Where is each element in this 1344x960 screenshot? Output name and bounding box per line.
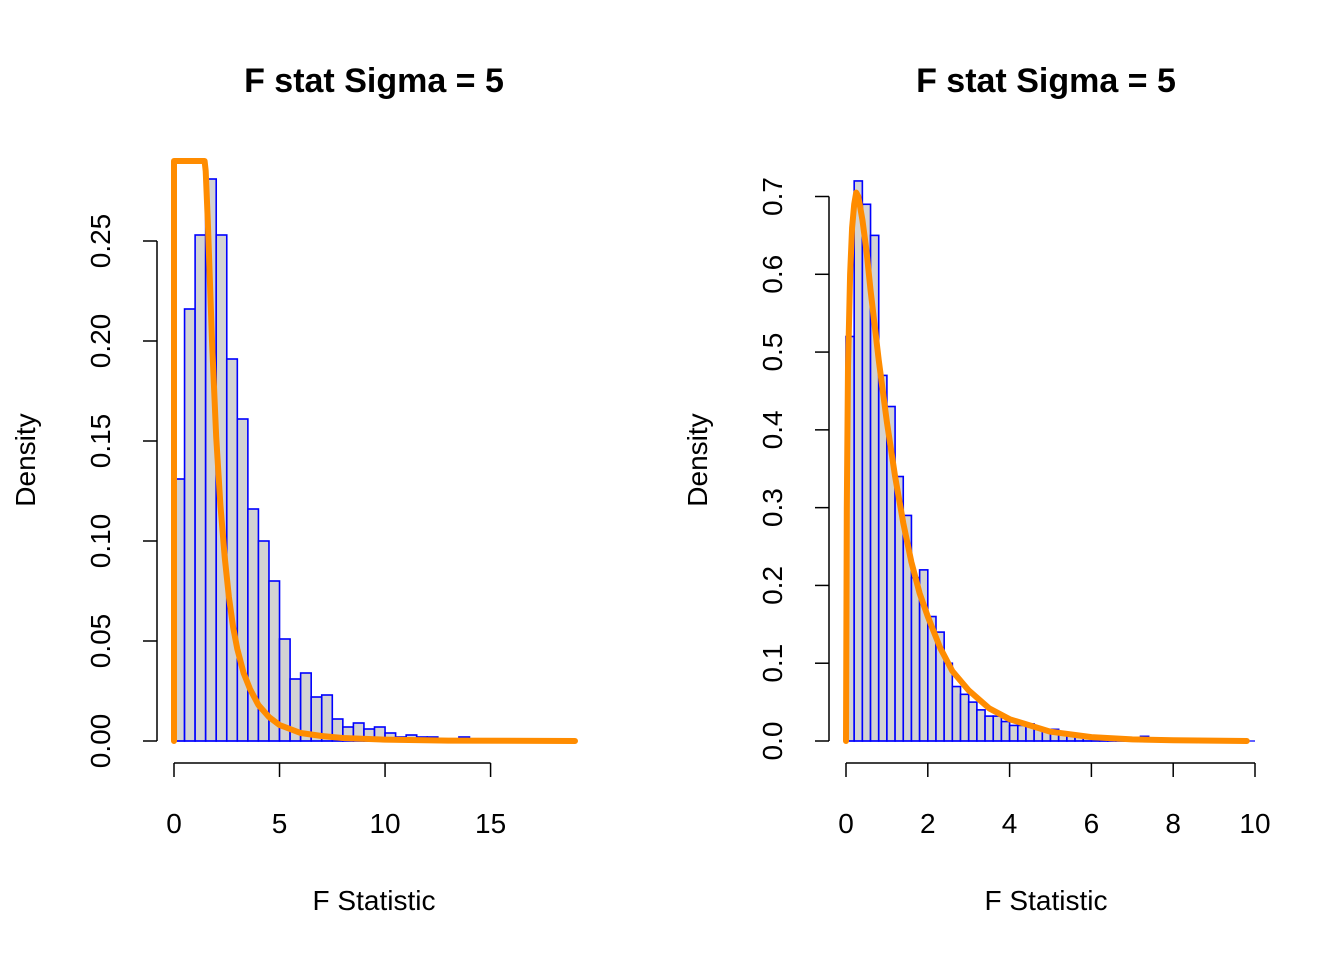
bars-group bbox=[173, 178, 533, 742]
histogram-bar bbox=[225, 358, 239, 742]
y-tick-label: 0.3 bbox=[757, 488, 788, 527]
x-axis-label: F Statistic bbox=[313, 885, 436, 916]
y-tick-label: 0.0 bbox=[757, 722, 788, 761]
histogram-bar bbox=[984, 715, 995, 742]
y-tick-label: 0.6 bbox=[757, 255, 788, 294]
x-tick-label: 6 bbox=[1084, 808, 1100, 839]
histogram-bar bbox=[853, 180, 864, 742]
y-tick-label: 0.7 bbox=[757, 177, 788, 216]
axes-group: 0.00 0.05 0.10 0.15 0.20 0.25 0 5 10 15 bbox=[85, 214, 506, 839]
x-tick-label: 15 bbox=[475, 808, 506, 839]
density-curve bbox=[171, 158, 578, 744]
chart-title: F stat Sigma = 5 bbox=[916, 62, 1176, 100]
histogram-bar bbox=[236, 418, 249, 742]
histogram-bar bbox=[967, 701, 978, 742]
curve-group bbox=[843, 189, 1250, 744]
histogram-bar bbox=[976, 709, 986, 742]
histogram-bar bbox=[1016, 724, 1027, 742]
x-tick-label: 0 bbox=[838, 808, 854, 839]
y-tick-label: 0.05 bbox=[85, 614, 116, 669]
axes-group: 0.0 0.1 0.2 0.3 0.4 0.5 0.6 0.7 0 2 4 6 8 10 bbox=[757, 177, 1271, 839]
histogram-bar bbox=[1008, 724, 1019, 742]
y-tick-label: 0.00 bbox=[85, 714, 116, 769]
histogram-bar bbox=[183, 308, 196, 742]
histogram-bar bbox=[951, 685, 962, 742]
x-tick-label: 2 bbox=[920, 808, 936, 839]
y-tick-label: 0.15 bbox=[85, 414, 116, 469]
histogram-bar bbox=[1000, 720, 1011, 742]
y-tick-label: 0.1 bbox=[757, 644, 788, 683]
histogram-panel-left: F stat Sigma = 5 F Statistic Density 0.0… bbox=[10, 62, 578, 916]
x-tick-label: 5 bbox=[272, 808, 288, 839]
curve-group bbox=[171, 158, 578, 744]
x-tick-label: 8 bbox=[1165, 808, 1181, 839]
histogram-bar bbox=[992, 715, 1003, 742]
y-tick-label: 0.4 bbox=[757, 410, 788, 449]
chart-title: F stat Sigma = 5 bbox=[244, 62, 504, 100]
y-tick-label: 0.20 bbox=[85, 314, 116, 369]
bars-group bbox=[845, 180, 1255, 742]
x-axis-label: F Statistic bbox=[985, 885, 1108, 916]
y-tick-label: 0.2 bbox=[757, 566, 788, 605]
y-tick-label: 0.10 bbox=[85, 514, 116, 569]
y-tick-label: 0.25 bbox=[85, 214, 116, 269]
histogram-bar bbox=[194, 234, 207, 742]
y-axis-label: Density bbox=[682, 413, 713, 506]
x-tick-label: 10 bbox=[1239, 808, 1270, 839]
y-tick-label: 0.5 bbox=[757, 333, 788, 372]
histogram-bar bbox=[910, 576, 921, 742]
histogram-bar bbox=[943, 662, 954, 742]
histogram-bar bbox=[959, 693, 970, 742]
x-tick-label: 10 bbox=[369, 808, 400, 839]
density-curve bbox=[843, 189, 1250, 744]
histogram-panel-right: F stat Sigma = 5 F Statistic Density 0.0… bbox=[682, 62, 1271, 916]
y-axis-label: Density bbox=[10, 413, 41, 506]
x-tick-label: 0 bbox=[166, 808, 182, 839]
x-tick-label: 4 bbox=[1002, 808, 1018, 839]
